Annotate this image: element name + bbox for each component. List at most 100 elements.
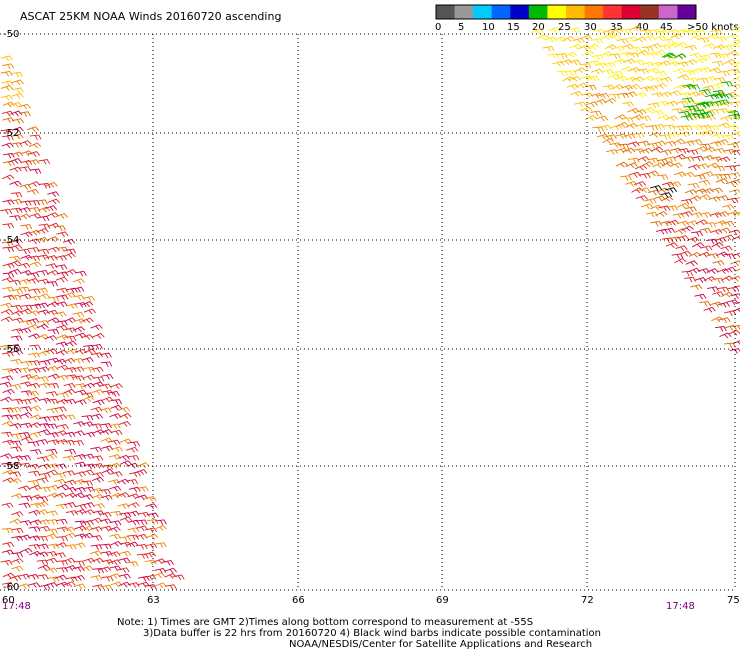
wind-barb [646, 124, 659, 131]
wind-barb [118, 573, 131, 580]
wind-barb [45, 533, 58, 540]
wind-barb [36, 543, 49, 550]
wind-barb [0, 208, 13, 215]
wind-barb [20, 224, 33, 230]
wind-barb [92, 584, 105, 590]
wind-barb [20, 270, 33, 276]
wind-barb [19, 455, 32, 461]
wind-barb [91, 487, 104, 494]
wind-barb [653, 124, 665, 130]
wind-barb [614, 114, 627, 121]
wind-barb [729, 348, 740, 354]
wind-barb [0, 344, 13, 351]
wind-barb [119, 541, 132, 548]
wind-barb [2, 199, 15, 206]
wind-barb [734, 268, 740, 272]
wind-barb [723, 266, 737, 273]
wind-barb [10, 455, 24, 462]
wind-barb [92, 399, 105, 406]
wind-barb [638, 187, 651, 194]
wind-barb [20, 495, 33, 502]
wind-barb [717, 286, 730, 293]
wind-barb [688, 84, 701, 91]
wind-barb [686, 77, 699, 84]
wind-barb [706, 33, 719, 40]
wind-barb [675, 41, 688, 48]
wind-barb [36, 236, 49, 243]
wind-barb [27, 151, 41, 157]
wind-barb [702, 129, 715, 136]
wind-barb [710, 301, 723, 308]
wind-barb [596, 133, 610, 140]
wind-barb [1, 240, 14, 247]
wind-barb [119, 438, 133, 445]
wind-barb [605, 149, 619, 155]
wind-barb [64, 327, 77, 334]
wind-barb [72, 440, 84, 446]
wind-barb [601, 138, 615, 144]
wind-barb [9, 294, 22, 301]
wind-barb [725, 110, 738, 116]
wind-barb [135, 525, 149, 532]
wind-barb [728, 329, 740, 336]
wind-barb [627, 157, 640, 164]
wind-barb [55, 349, 68, 356]
wind-barb [45, 348, 58, 355]
wind-barb [90, 575, 103, 581]
wind-barb [117, 491, 130, 498]
wind-barb [611, 71, 623, 77]
footer-note-line3: NOAA/NESDIS/Center for Satellite Applica… [289, 639, 592, 650]
wind-barb [709, 140, 723, 147]
wind-barb [732, 178, 740, 184]
wind-barb [64, 544, 77, 550]
wind-barb [699, 124, 712, 131]
wind-barb [90, 423, 102, 429]
wind-barb [688, 251, 702, 258]
wind-barb [657, 114, 670, 121]
wind-barb [552, 60, 565, 67]
wind-barb [684, 99, 697, 106]
wind-barb [1, 80, 14, 87]
wind-barb [667, 132, 680, 138]
wind-barb [18, 207, 31, 213]
wind-barb [55, 324, 68, 331]
wind-barb [587, 43, 600, 50]
wind-barb [81, 480, 93, 486]
wind-barb [108, 573, 121, 580]
wind-barb [711, 82, 724, 89]
wind-barb [29, 519, 42, 526]
legend-label-50-knots: >50 knots [687, 22, 739, 33]
wind-barb [90, 343, 103, 350]
wind-barb [72, 430, 85, 437]
wind-barb [710, 228, 723, 235]
wind-barb [699, 67, 712, 73]
wind-barb [107, 390, 120, 397]
wind-barb [19, 140, 32, 146]
wind-barb [28, 181, 41, 187]
wind-barb [92, 333, 105, 339]
wind-barb [56, 374, 69, 381]
wind-barb [18, 367, 31, 374]
wind-barb [2, 368, 14, 374]
wind-barb [119, 536, 131, 542]
wind-barb [661, 161, 675, 167]
wind-barb [73, 542, 86, 549]
wind-barb [0, 453, 13, 459]
wind-barb [681, 225, 694, 232]
wind-barb [55, 503, 68, 510]
wind-barb [701, 188, 714, 194]
wind-barb [28, 535, 41, 542]
legend-swatch [640, 5, 660, 19]
wind-barb [642, 106, 655, 113]
legend-swatch [603, 5, 623, 19]
wind-barb [73, 486, 86, 493]
legend-swatch [473, 5, 493, 19]
wind-barb [145, 503, 158, 510]
wind-barb [29, 213, 42, 219]
wind-barb [548, 27, 561, 33]
wind-barb [72, 566, 85, 572]
wind-barb [1, 582, 14, 588]
wind-barb [81, 520, 94, 526]
wind-barb [664, 187, 678, 193]
wind-barb [27, 479, 40, 486]
